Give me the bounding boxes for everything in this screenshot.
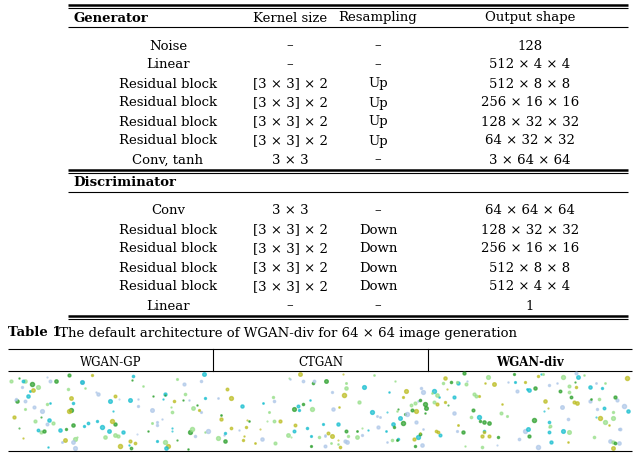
Text: Residual block: Residual block [119,116,217,129]
Text: –: – [287,58,293,72]
Text: Residual block: Residual block [119,135,217,148]
Text: 128 × 32 × 32: 128 × 32 × 32 [481,223,579,236]
Text: [3 × 3] × 2: [3 × 3] × 2 [253,242,328,255]
Text: [3 × 3] × 2: [3 × 3] × 2 [253,261,328,275]
Text: –: – [374,299,381,313]
Text: 256 × 16 × 16: 256 × 16 × 16 [481,242,579,255]
Text: Down: Down [359,242,397,255]
Text: Output shape: Output shape [485,11,575,24]
Text: [3 × 3] × 2: [3 × 3] × 2 [253,223,328,236]
Text: 64 × 32 × 32: 64 × 32 × 32 [485,135,575,148]
Text: Residual block: Residual block [119,96,217,110]
Text: WGAN-div: WGAN-div [496,356,564,368]
Text: –: – [374,39,381,53]
Text: [3 × 3] × 2: [3 × 3] × 2 [253,116,328,129]
Text: 64 × 64 × 64: 64 × 64 × 64 [485,204,575,217]
Text: WGAN-GP: WGAN-GP [80,356,141,368]
Text: 3 × 3: 3 × 3 [272,154,308,167]
Text: Residual block: Residual block [119,280,217,294]
Text: –: – [374,58,381,72]
Text: Residual block: Residual block [119,242,217,255]
Text: Down: Down [359,261,397,275]
Text: Residual block: Residual block [119,261,217,275]
Text: 256 × 16 × 16: 256 × 16 × 16 [481,96,579,110]
Text: –: – [287,299,293,313]
Text: 3 × 64 × 64: 3 × 64 × 64 [489,154,571,167]
Text: 512 × 8 × 8: 512 × 8 × 8 [490,77,571,91]
Text: The default architecture of WGAN-div for 64 × 64 image generation: The default architecture of WGAN-div for… [55,327,517,339]
Text: Up: Up [368,135,388,148]
Text: 512 × 4 × 4: 512 × 4 × 4 [490,58,571,72]
Text: –: – [287,39,293,53]
Text: [3 × 3] × 2: [3 × 3] × 2 [253,280,328,294]
Text: [3 × 3] × 2: [3 × 3] × 2 [253,77,328,91]
Text: –: – [374,154,381,167]
Text: Down: Down [359,223,397,236]
Text: Kernel size: Kernel size [253,11,327,24]
Text: Up: Up [368,116,388,129]
Text: 512 × 8 × 8: 512 × 8 × 8 [490,261,571,275]
Text: Discriminator: Discriminator [73,177,176,189]
Text: 512 × 4 × 4: 512 × 4 × 4 [490,280,571,294]
Text: Residual block: Residual block [119,223,217,236]
Text: Residual block: Residual block [119,77,217,91]
Text: Resampling: Resampling [339,11,417,24]
Text: Up: Up [368,77,388,91]
Text: –: – [374,204,381,217]
Text: 128 × 32 × 32: 128 × 32 × 32 [481,116,579,129]
Text: 128: 128 [517,39,543,53]
Text: Generator: Generator [73,11,148,24]
Text: 3 × 3: 3 × 3 [272,204,308,217]
Text: Conv: Conv [151,204,185,217]
Text: Linear: Linear [146,299,190,313]
Text: Up: Up [368,96,388,110]
Text: [3 × 3] × 2: [3 × 3] × 2 [253,96,328,110]
Text: Conv, tanh: Conv, tanh [132,154,204,167]
Text: Down: Down [359,280,397,294]
Text: Table 1.: Table 1. [8,327,67,339]
Text: Linear: Linear [146,58,190,72]
Bar [8,371,632,451]
Text: 1: 1 [526,299,534,313]
Text: [3 × 3] × 2: [3 × 3] × 2 [253,135,328,148]
Text: Noise: Noise [149,39,187,53]
Text: CTGAN: CTGAN [298,356,343,368]
